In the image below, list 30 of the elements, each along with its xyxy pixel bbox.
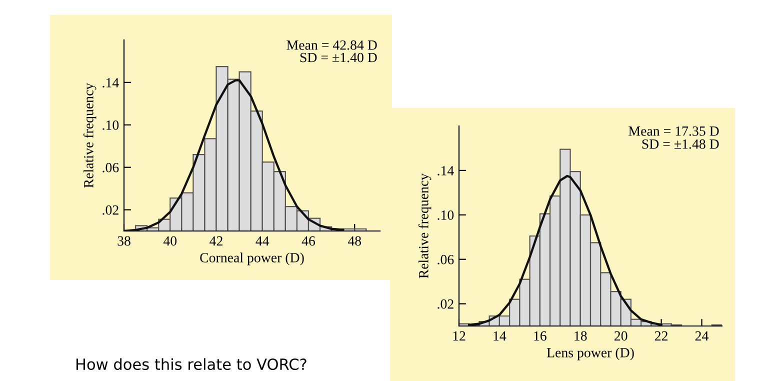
annotation: SD = ±1.48 D	[642, 139, 719, 149]
annotation: SD = ±1.40 D	[300, 52, 377, 62]
x-tick-label: 22	[654, 331, 668, 340]
y-tick-label: .06	[102, 162, 119, 172]
x-tick-label: 44	[256, 236, 270, 246]
x-tick-label: 38	[118, 236, 130, 246]
annotation: Mean = 42.84 D	[286, 40, 377, 50]
x-tick-label: 14	[494, 331, 506, 340]
x-tick-label: 12	[453, 331, 466, 340]
x-tick-label: 40	[163, 236, 177, 246]
text: How does this relate to VORC?	[76, 358, 306, 370]
y-tick-label: .10	[102, 120, 119, 130]
x-tick-label: 42	[210, 236, 222, 246]
x-tick-label: 48	[348, 236, 362, 246]
x-axis-title: Lens power (D)	[546, 348, 634, 360]
x-tick-label: 24	[695, 331, 708, 340]
x-tick-label: 16	[534, 331, 546, 341]
y-axis-title: Relative frequency	[418, 173, 432, 278]
x-axis-title: Corneal power (D)	[200, 252, 304, 266]
x-tick-label: 18	[574, 331, 587, 341]
y-tick-label: .14	[102, 78, 119, 88]
annotation: Mean = 17.35 D	[628, 126, 719, 136]
x-tick-label: 46	[302, 236, 316, 246]
x-tick-label: 20	[614, 331, 628, 341]
y-tick-label: .02	[102, 205, 118, 215]
y-axis-title: Relative frequency	[83, 82, 96, 188]
y-tick-label: .14	[438, 166, 454, 176]
y-tick-label: .06	[438, 254, 454, 264]
y-tick-label: .10	[438, 210, 454, 220]
y-tick-label: .02	[438, 299, 454, 309]
